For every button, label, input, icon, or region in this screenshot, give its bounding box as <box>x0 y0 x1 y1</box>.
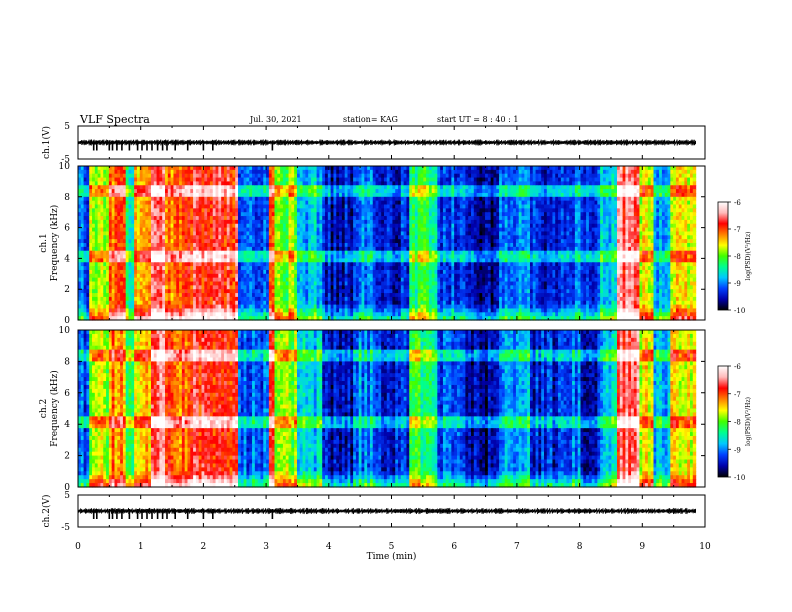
ch1-spectrogram-ylabel: Frequency (kHz) <box>49 205 60 282</box>
ch2-spectrogram-ytick-label: 4 <box>64 420 70 430</box>
ch2-spectrogram-colorbar-tick-label: -8 <box>734 419 741 427</box>
w2-xticks <box>77 495 706 527</box>
x-axis-title: Time (min) <box>367 551 417 562</box>
x-tick-label: 8 <box>577 542 583 552</box>
ch2-spectrogram-ylabel: Frequency (kHz) <box>49 370 60 447</box>
x-tick-label: 0 <box>75 542 81 552</box>
ch2-spectrogram-colorbar-tick-label: -6 <box>734 363 741 371</box>
x-tick-label: 7 <box>514 542 520 552</box>
ch2-spectrogram-image <box>78 330 697 488</box>
ch2-spectrogram-ytick-label: 0 <box>64 483 70 493</box>
ch1-spectrogram-ytick-label: 10 <box>59 162 71 172</box>
station-label: station= KAG <box>343 115 398 124</box>
ch2-waveform-spikes <box>92 509 274 519</box>
ch2-waveform-yticks <box>78 494 705 528</box>
ch2-waveform-ytick-label: -5 <box>61 523 70 533</box>
x-tick-label: 9 <box>639 542 645 552</box>
ch2-spectrogram-yticks <box>78 329 705 488</box>
ch2-spectrogram-colorbar-label: log(PSD)(V²/Hz) <box>745 397 752 446</box>
ch1-waveform-spikes <box>92 140 274 151</box>
ch1-spectrogram-colorbar-label: log(PSD)(V²/Hz) <box>745 232 752 281</box>
x-tick-label: 1 <box>138 542 144 552</box>
x-tick-label: 6 <box>451 542 457 552</box>
ch2-waveform-trace <box>77 507 696 515</box>
ch1-spectrogram-ytick-label: 2 <box>64 285 70 295</box>
ch2-spectrogram-colorbar-ticks <box>728 365 731 478</box>
start-time-label: start UT = 8 : 40 : 1 <box>437 115 519 124</box>
ch1-waveform-trace <box>77 139 696 146</box>
ch1-spectrogram-image <box>78 166 697 321</box>
ch2-spectrogram-colorbar-tick-label: -9 <box>734 446 741 454</box>
x-tick-label: 2 <box>201 542 207 552</box>
s1-xticks <box>77 166 706 320</box>
ch1-spectrogram-colorbar-tick-label: -9 <box>734 280 741 288</box>
date-label: Jul. 30, 2021 <box>250 115 302 124</box>
x-tick-label: 5 <box>389 542 395 552</box>
ch2-spectrogram-channel-label: ch.2 <box>39 399 49 418</box>
ch2-spectrogram-ytick-label: 2 <box>64 452 70 462</box>
x-tick-label: 3 <box>263 542 269 552</box>
ch1-spectrogram-ytick-label: 6 <box>64 224 70 234</box>
ch1-spectrogram-ytick-label: 4 <box>64 254 70 264</box>
ch1-spectrogram-ytick-label: 0 <box>64 316 70 326</box>
ch1-spectrogram-colorbar-tick-label: -8 <box>734 253 741 261</box>
ch2-spectrogram-ytick-label: 10 <box>59 326 71 336</box>
ch1-spectrogram-yticks <box>78 165 705 321</box>
x-tick-label: 10 <box>699 542 711 552</box>
ch2-spectrogram-colorbar <box>717 365 729 478</box>
ch2-waveform-ylabel: ch.2(V) <box>41 495 52 528</box>
w1-xticks <box>77 126 706 159</box>
ch2-waveform-ytick-label: 5 <box>64 491 70 501</box>
ch1-spectrogram-colorbar <box>717 201 729 311</box>
ch1-spectrogram-colorbar-ticks <box>728 201 731 311</box>
ch1-waveform-yticks <box>78 125 705 160</box>
ch1-spectrogram-colorbar-tick-label: -7 <box>734 226 741 234</box>
x-tick-label: 4 <box>326 542 332 552</box>
ch2-spectrogram-ytick-label: 6 <box>64 389 70 399</box>
ch1-spectrogram-colorbar-tick-label: -6 <box>734 199 741 207</box>
ch1-spectrogram-channel-label: ch.1 <box>39 233 49 252</box>
ch1-waveform-ylabel: ch.1(V) <box>41 126 52 159</box>
ch2-spectrogram-colorbar-tick-label: -10 <box>734 474 745 482</box>
ch2-spectrogram-ytick-label: 8 <box>64 357 70 367</box>
s2-xticks <box>77 330 706 487</box>
figure-title: VLF Spectra <box>80 113 150 126</box>
ch1-waveform-ytick-label: 5 <box>64 122 70 132</box>
ch2-spectrogram-colorbar-tick-label: -7 <box>734 391 741 399</box>
ch1-spectrogram-colorbar-tick-label: -10 <box>734 307 745 315</box>
ch1-spectrogram-ytick-label: 8 <box>64 193 70 203</box>
ch1-waveform-ytick-label: -5 <box>61 155 70 165</box>
